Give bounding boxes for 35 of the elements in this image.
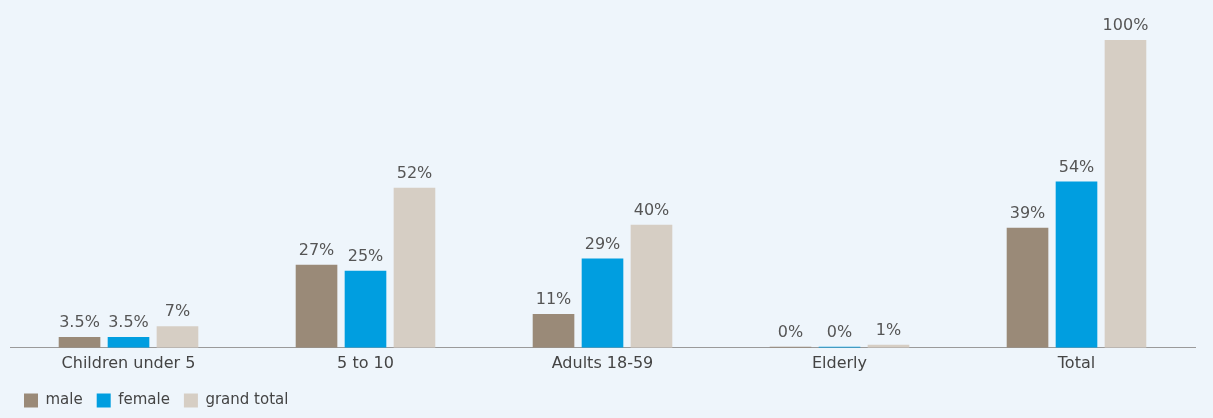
x-tick-label: Children under 5 [61, 352, 196, 372]
legend-label: male [45, 390, 83, 409]
bar [107, 337, 150, 348]
data-label: 3.5% [59, 312, 100, 332]
data-label: 0% [826, 321, 853, 341]
legend-label: grand total [205, 390, 289, 409]
data-label: 1% [875, 319, 902, 339]
x-tick-label: Adults 18-59 [551, 352, 654, 372]
x-tick-label: Total [1056, 352, 1096, 372]
bar [1104, 40, 1147, 348]
data-label: 40% [633, 199, 670, 219]
data-label: 100% [1102, 15, 1149, 35]
x-tick-label: Elderly [811, 352, 868, 372]
bar [58, 337, 101, 348]
data-label: 3.5% [108, 312, 149, 332]
bar [295, 264, 338, 348]
data-label: 27% [298, 239, 335, 259]
bar [344, 270, 387, 348]
legend-label: female [118, 390, 170, 409]
bar [1006, 227, 1049, 348]
bar [630, 224, 673, 348]
data-label: 39% [1009, 202, 1046, 222]
data-label: 0% [777, 321, 804, 341]
bar [156, 326, 199, 348]
data-label: 52% [396, 162, 433, 182]
bar [1055, 181, 1098, 348]
data-label: 7% [164, 301, 191, 321]
data-label: 29% [584, 233, 621, 253]
bar [393, 187, 436, 348]
x-tick-label: 5 to 10 [337, 352, 394, 372]
bar [581, 258, 624, 348]
data-label: 25% [347, 246, 384, 266]
data-label: 54% [1058, 156, 1095, 176]
bar [532, 313, 575, 348]
data-label: 11% [535, 289, 572, 309]
